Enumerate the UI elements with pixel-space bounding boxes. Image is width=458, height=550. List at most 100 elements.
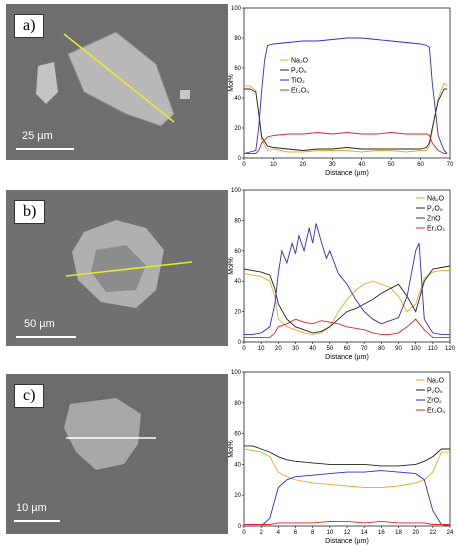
x-tick-label: 110 <box>428 346 438 352</box>
chart-a-svg: 0 10 20 30 40 50 60 70 0 20 40 60 80 100 Distance (µm)… <box>228 6 454 177</box>
y-tick-label: 60 <box>234 66 241 72</box>
y-tick-label: 20 <box>234 493 241 499</box>
y-tick-label: 0 <box>238 524 242 530</box>
x-tick-label: 14 <box>361 530 368 536</box>
x-tick-label: 60 <box>417 162 424 168</box>
y-tick-label: 100 <box>231 370 242 376</box>
x-tick-label: 40 <box>358 162 365 168</box>
x-tick-label: 40 <box>309 346 316 352</box>
x-tick-label: 100 <box>411 346 422 352</box>
x-tick-label: 10 <box>270 162 277 168</box>
x-tick-label: 10 <box>258 346 265 352</box>
x-axis-label: Distance (µm) <box>325 170 369 177</box>
y-tick-label: 40 <box>234 279 241 285</box>
x-tick-label: 2 <box>259 530 263 536</box>
scale-bar-c <box>14 520 60 522</box>
y-tick-label: 60 <box>234 432 241 438</box>
legend-label: P₂O₅ <box>427 388 443 395</box>
x-tick-label: 18 <box>395 530 402 536</box>
y-tick-label: 0 <box>238 156 242 162</box>
y-tick-label: 80 <box>234 36 241 42</box>
panel-label-b: b) <box>14 200 46 224</box>
legend-label: Na₂O <box>291 58 309 65</box>
x-tick-label: 50 <box>388 162 395 168</box>
x-tick-label: 20 <box>275 346 282 352</box>
x-tick-label: 90 <box>395 346 402 352</box>
legend-label: P₂O₅ <box>427 206 443 213</box>
y-axis-label: Mol% <box>228 440 235 458</box>
chart-c-svg: 0 2 4 6 8 10 12 14 16 18 20 22 24020406080100Distanc… <box>228 370 454 545</box>
series-line-P₂O₅ <box>244 445 450 467</box>
panel-label-c: c) <box>14 384 45 408</box>
series-line-ZnO <box>244 223 450 335</box>
y-tick-label: 40 <box>234 462 241 468</box>
plot-frame <box>243 371 451 527</box>
series-line-Er₂O₃ <box>244 132 448 154</box>
legend-label: Na₂O <box>427 378 445 385</box>
plot-frame <box>243 7 451 159</box>
scale-label-a: 25 µm <box>22 130 53 142</box>
x-tick-label: 70 <box>361 346 368 352</box>
sem-image-b: b) 50 µm <box>6 190 228 346</box>
x-tick-label: 20 <box>412 530 419 536</box>
scale-bar-b <box>16 336 76 338</box>
x-tick-label: 6 <box>294 530 298 536</box>
scale-label-c: 10 µm <box>16 502 47 514</box>
scale-label-b: 50 µm <box>24 318 55 330</box>
y-tick-label: 0 <box>238 340 242 346</box>
chart-b: 0 10 20 30 40 50 60 70 80 90 100 110 120 0 20 40 60 80 100… <box>228 184 456 364</box>
sem-image-a: a) 25 µm <box>6 4 228 160</box>
series-line-Er₂O₃ <box>244 520 450 525</box>
x-tick-label: 20 <box>300 162 307 168</box>
x-tick-label: 12 <box>344 530 351 536</box>
x-tick-label: 22 <box>429 530 436 536</box>
legend-label: Er₂O₃ <box>291 88 309 95</box>
y-axis-label: Mol% <box>228 257 235 275</box>
chart-b-svg: 0 10 20 30 40 50 60 70 80 90 100 110 120 0 20 40 60 80 100… <box>228 188 456 361</box>
x-tick-label: 10 <box>326 530 333 536</box>
x-tick-label: 70 <box>447 162 454 168</box>
series-line-P₂O₅ <box>243 265 451 334</box>
legend-label: Na₂O <box>427 196 445 203</box>
series-line-TiO₂ <box>243 37 448 154</box>
legend-label: P₂O₅ <box>291 68 307 75</box>
y-tick-label: 80 <box>234 401 241 407</box>
series-line-Er₂O₃ <box>244 318 450 338</box>
x-tick-label: 120 <box>445 346 456 352</box>
legend-label: Er₂O₃ <box>427 408 445 415</box>
x-axis-label: Distance (µm) <box>325 354 369 361</box>
x-tick-label: 4 <box>277 530 281 536</box>
x-tick-label: 0 <box>242 530 246 536</box>
series-line-Na₂O <box>243 448 450 488</box>
chart-a: 0 10 20 30 40 50 60 70 0 20 40 60 80 100 Distance (µm)… <box>228 2 456 180</box>
x-tick-label: 0 <box>242 346 246 352</box>
x-tick-label: 50 <box>326 346 333 352</box>
y-tick-label: 80 <box>234 218 241 224</box>
series-line-ZrO₂ <box>244 470 451 527</box>
sem-graphic-b <box>6 190 228 346</box>
x-tick-label: 0 <box>242 162 246 168</box>
panel-label-a: a) <box>14 14 45 38</box>
y-tick-label: 20 <box>234 126 241 132</box>
y-tick-label: 100 <box>231 188 242 194</box>
y-tick-label: 60 <box>234 249 241 255</box>
x-tick-label: 16 <box>378 530 385 536</box>
chart-c: 0 2 4 6 8 10 12 14 16 18 20 22 24 0 20 40 60 80 100 Distanc… <box>228 366 456 548</box>
x-tick-label: 30 <box>292 346 299 352</box>
series-line-Na₂O <box>244 82 448 153</box>
y-tick-label: 20 <box>234 310 241 316</box>
legend-label: ZnO <box>427 216 441 223</box>
legend-label: Er₂O₃ <box>427 226 445 233</box>
scale-bar-a <box>16 148 74 150</box>
x-tick-label: 60 <box>344 346 351 352</box>
series-line-P₂O₅ <box>244 88 448 151</box>
y-axis-label: Mol% <box>228 74 235 92</box>
y-tick-label: 40 <box>234 96 241 102</box>
x-tick-label: 80 <box>378 346 385 352</box>
x-tick-label: 24 <box>447 530 454 536</box>
legend-label: ZrO₂ <box>427 398 442 405</box>
y-tick-label: 100 <box>231 6 242 12</box>
x-axis-label: Distance (µm) <box>325 538 369 545</box>
x-tick-label: 8 <box>311 530 315 536</box>
plot-frame <box>243 189 451 343</box>
